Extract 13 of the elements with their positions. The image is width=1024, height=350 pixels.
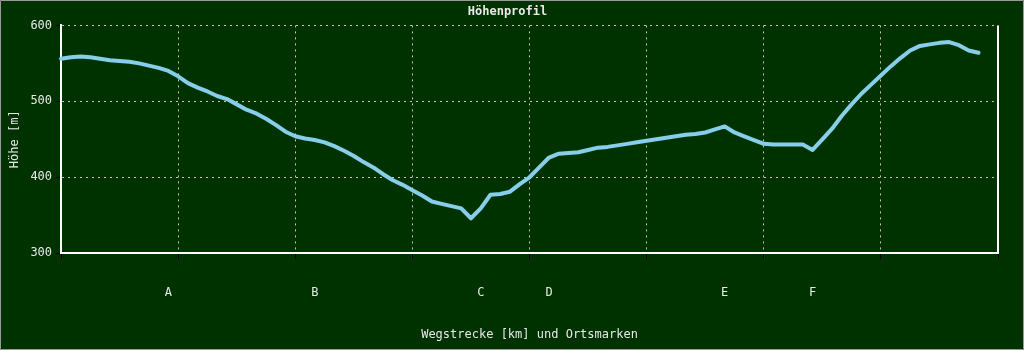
y-tick-label: 600 <box>30 17 53 32</box>
chart-title: Höhenprofil <box>467 4 548 19</box>
x-tick-label: A <box>164 284 173 299</box>
x-tick-label: F <box>808 284 817 299</box>
y-tick-label: 300 <box>30 245 53 260</box>
y-tick-label: 500 <box>30 93 53 108</box>
x-tick-label: D <box>545 284 553 299</box>
y-tick-label: 400 <box>30 169 53 184</box>
x-axis-title: Wegstrecke [km] und Ortsmarken <box>421 326 638 341</box>
x-tick-label: C <box>477 284 485 299</box>
y-axis-title: Höhe [m] <box>7 110 22 169</box>
x-tick-label: E <box>721 284 729 299</box>
x-tick-label: B <box>311 284 319 299</box>
